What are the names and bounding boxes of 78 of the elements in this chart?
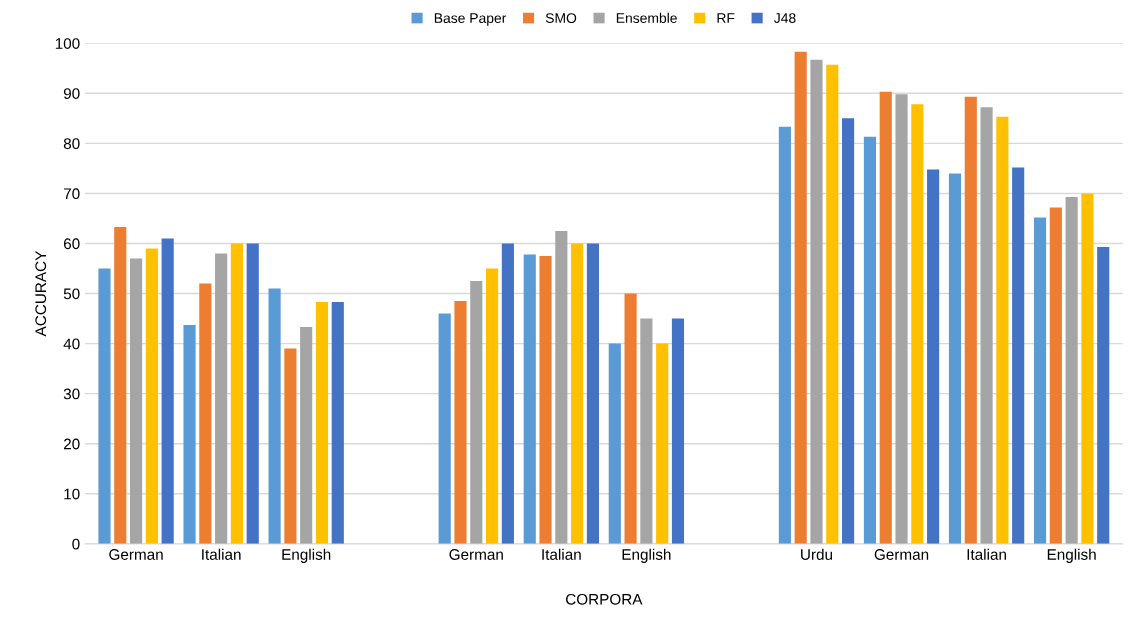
bar <box>1049 207 1062 544</box>
bar <box>199 283 212 544</box>
bar <box>523 254 536 544</box>
x-tick-label: English <box>622 548 671 563</box>
bar <box>571 243 584 544</box>
bar <box>539 256 552 544</box>
x-tick-label: German <box>449 549 503 560</box>
bar <box>1081 193 1094 544</box>
bar <box>246 243 259 544</box>
x-tick-label: English <box>1047 548 1096 563</box>
bar <box>130 258 143 544</box>
x-tick-label: Urdu <box>801 548 833 560</box>
x-tick-label: Italian <box>542 548 581 560</box>
bar <box>284 348 297 544</box>
bar <box>145 248 158 544</box>
bar <box>671 318 685 544</box>
bar <box>810 59 823 544</box>
y-tick-label: 80 <box>63 138 80 150</box>
y-tick-label: 40 <box>63 338 80 350</box>
bar <box>624 293 637 544</box>
y-tick-label: 90 <box>63 88 80 99</box>
bar <box>794 51 807 544</box>
bar <box>300 327 313 544</box>
bar <box>948 173 962 544</box>
bar <box>98 268 111 544</box>
bar <box>826 64 839 544</box>
bar <box>863 136 877 544</box>
bar <box>656 343 669 544</box>
legend-label: J48 <box>774 13 796 24</box>
bar <box>879 91 892 544</box>
bar <box>996 116 1009 544</box>
bar <box>501 243 514 544</box>
bar <box>268 288 281 544</box>
bar <box>1033 217 1047 544</box>
bar <box>586 243 599 544</box>
bar <box>114 226 127 544</box>
bar <box>964 96 977 544</box>
x-tick-label: Italian <box>202 548 241 560</box>
bar <box>555 230 568 544</box>
legend-label: Base Paper <box>434 13 507 26</box>
y-tick-label: 100 <box>55 38 80 49</box>
y-tick-label: 60 <box>63 238 80 250</box>
legend-label: Ensemble <box>616 12 677 24</box>
bar <box>315 302 329 544</box>
bar <box>895 94 908 544</box>
x-tick-label: German <box>874 549 929 560</box>
legend-label: SMO <box>545 13 577 24</box>
bar <box>454 301 467 544</box>
bar <box>980 107 993 544</box>
bar <box>842 118 855 544</box>
x-tick-label: German <box>109 549 163 560</box>
legend-label: RF <box>717 13 735 23</box>
bar <box>438 313 451 544</box>
x-tick-label: English <box>282 548 331 563</box>
y-tick-label: 30 <box>63 388 80 400</box>
bar <box>1065 196 1078 544</box>
x-axis-title: CORPORA <box>566 593 643 605</box>
y-tick-label: 20 <box>63 438 80 450</box>
bar <box>778 126 791 544</box>
bar <box>1097 247 1110 544</box>
y-tick-label: 70 <box>63 188 80 200</box>
bar <box>183 325 196 544</box>
bar <box>215 253 228 544</box>
bar <box>911 104 924 544</box>
bar <box>608 343 621 544</box>
y-tick-label: 0 <box>72 538 80 550</box>
bar <box>486 268 499 544</box>
bar <box>1012 167 1025 544</box>
x-tick-label: Italian <box>967 548 1006 560</box>
bar <box>927 169 940 544</box>
bar <box>161 238 174 544</box>
bar <box>230 243 243 544</box>
y-tick-label: 10 <box>64 488 80 500</box>
bar <box>470 281 483 544</box>
y-tick-label: 50 <box>63 288 80 300</box>
bar <box>331 302 344 544</box>
y-axis-title: ACCURACY <box>35 251 47 337</box>
bar <box>640 318 653 544</box>
